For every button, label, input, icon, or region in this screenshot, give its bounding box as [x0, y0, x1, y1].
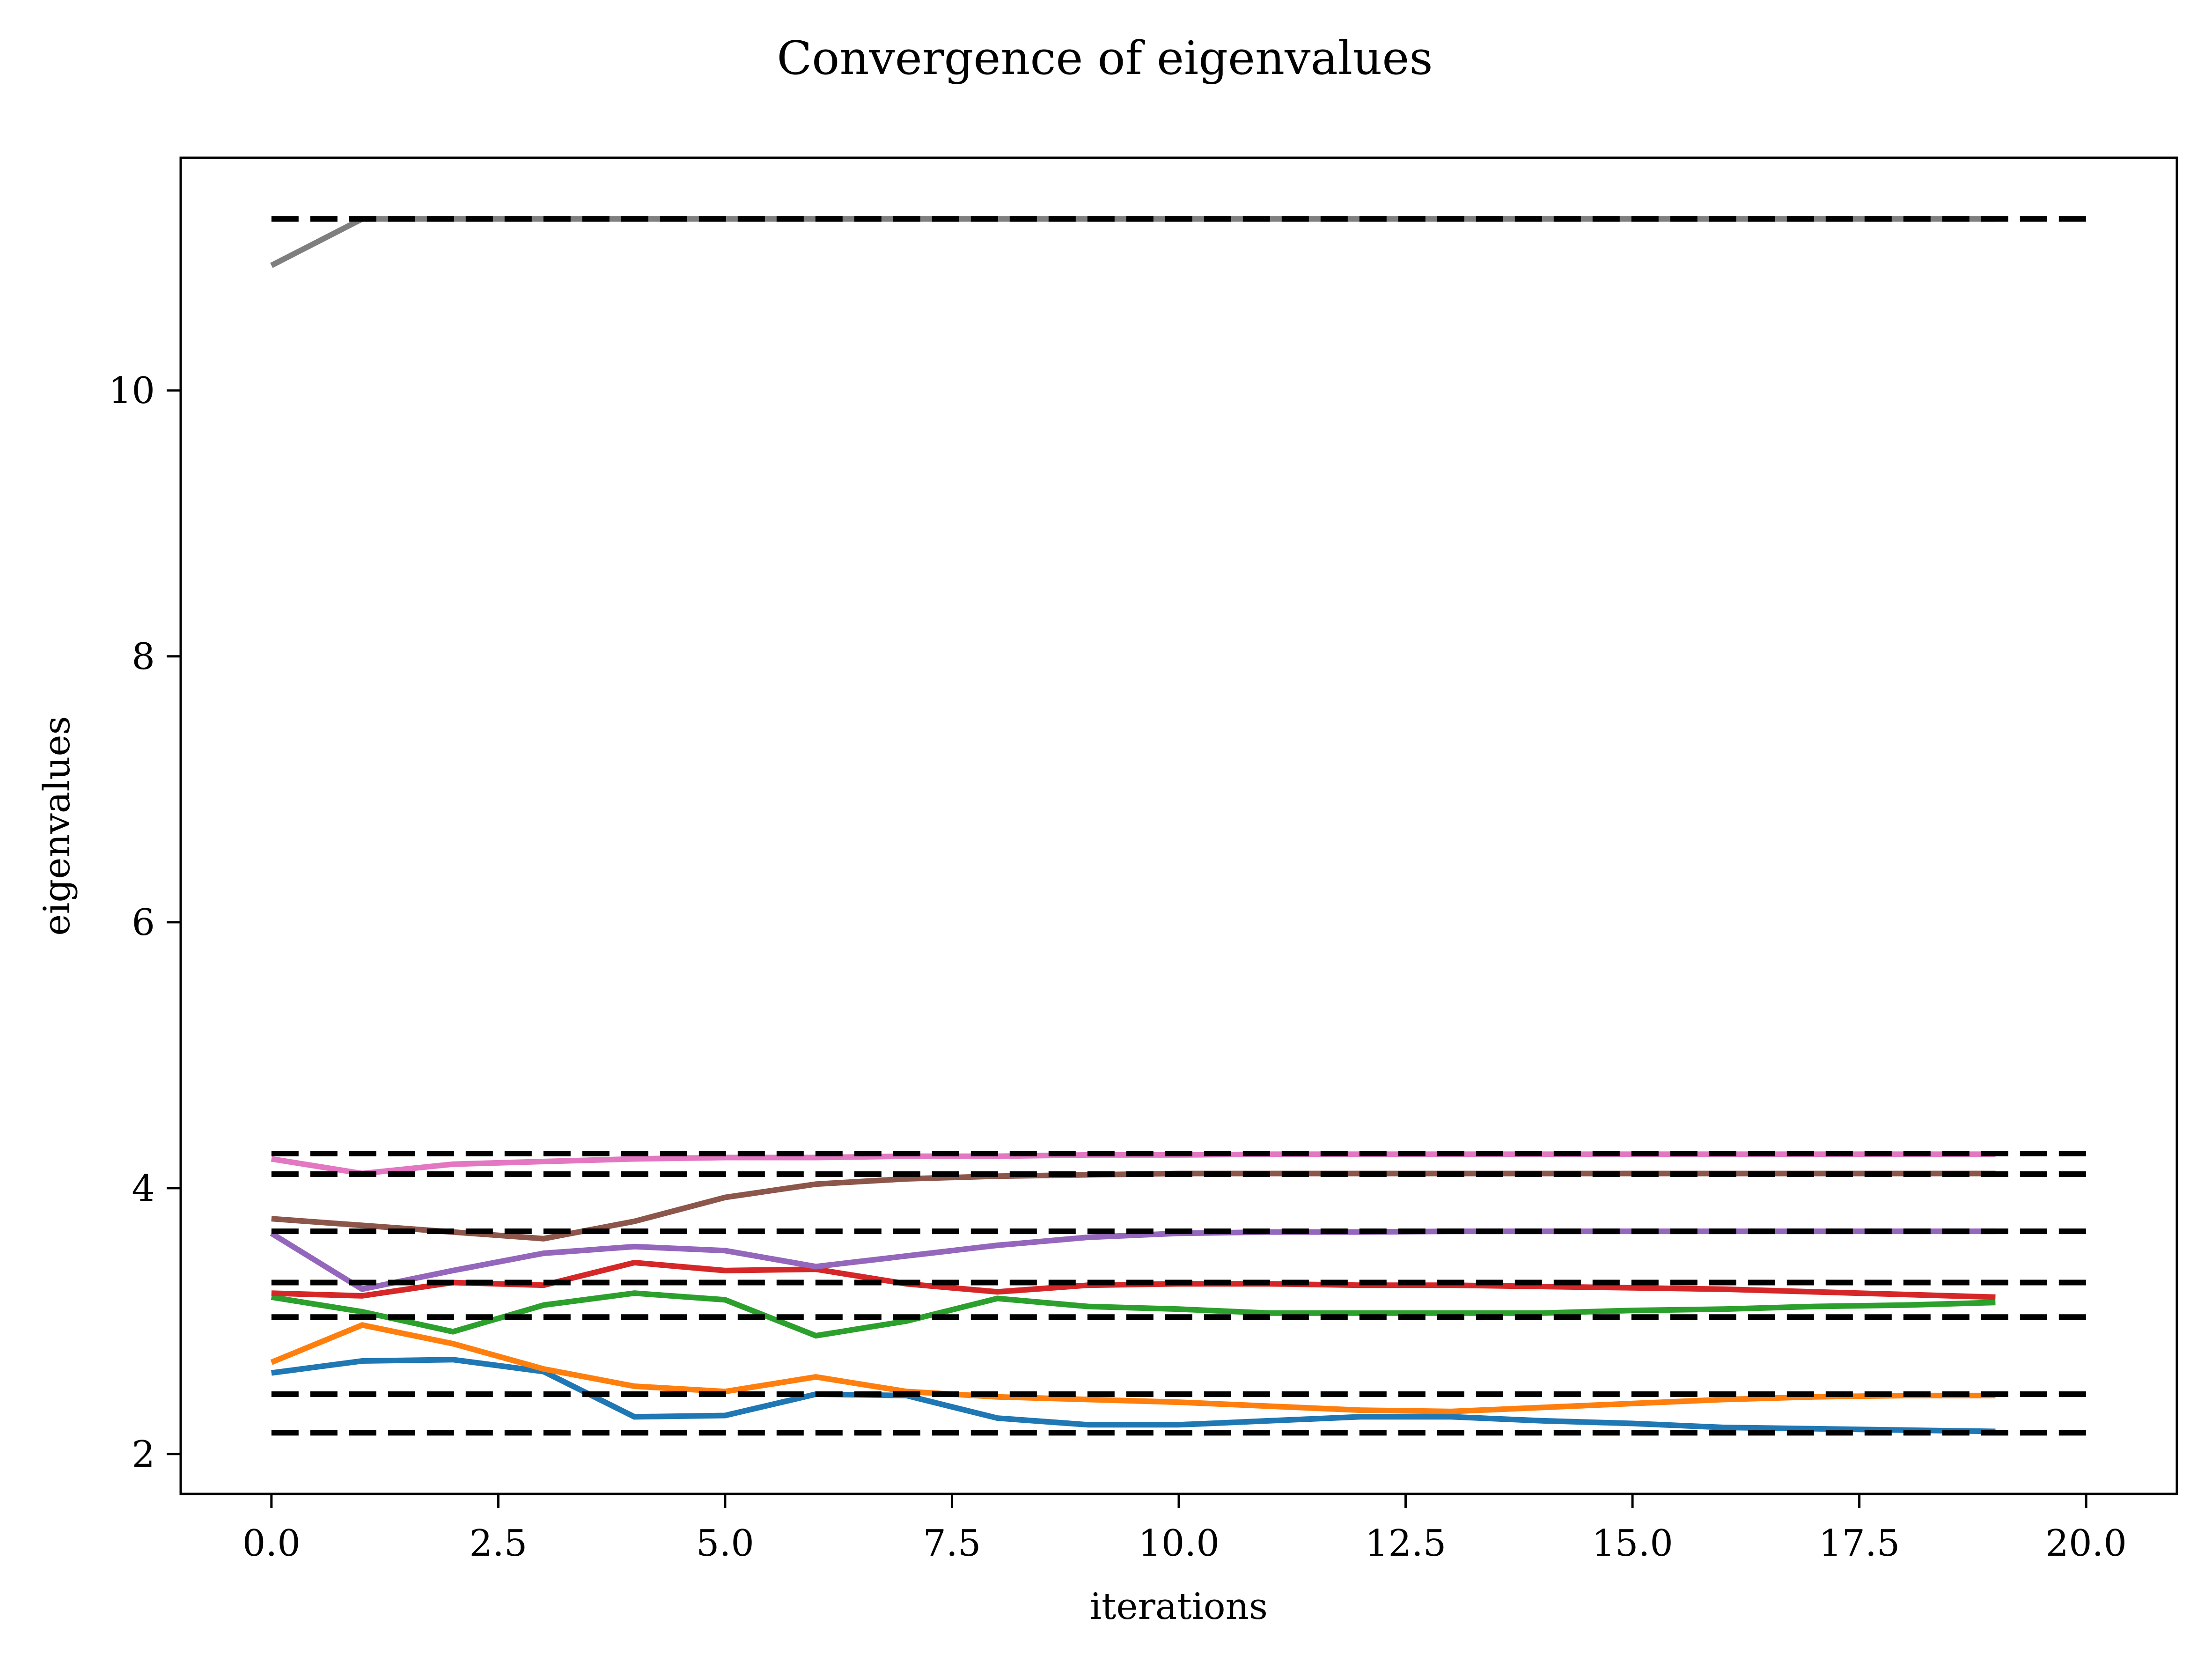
- y-tick-label: 6: [132, 902, 155, 944]
- x-tick-label: 15.0: [1592, 1522, 1673, 1565]
- y-tick-label: 2: [132, 1434, 155, 1476]
- series-line-5: [270, 1228, 1996, 1293]
- x-tick-label: 7.5: [923, 1522, 981, 1565]
- x-tick-label: 10.0: [1138, 1522, 1220, 1565]
- x-tick-label: 20.0: [2045, 1522, 2127, 1565]
- x-tick-label: 17.5: [1819, 1522, 1900, 1565]
- x-axis-label: iterations: [1090, 1586, 1268, 1628]
- y-tick-label: 10: [109, 370, 155, 412]
- x-tick-label: 0.0: [243, 1522, 301, 1565]
- y-tick-label: 4: [132, 1168, 155, 1210]
- plot-area: [270, 216, 2087, 1436]
- x-axis-ticks: 0.0 2.5 5.0 7.5 10.0 12.5 15.0 17.5 20.0: [243, 1494, 2127, 1565]
- x-tick-label: 2.5: [469, 1522, 527, 1565]
- x-tick-label: 5.0: [696, 1522, 754, 1565]
- series-line-1: [271, 1357, 1996, 1434]
- y-tick-label: 8: [132, 636, 155, 678]
- y-axis-ticks: 2 4 6 8 10: [109, 370, 181, 1476]
- series-line-3: [271, 1290, 1996, 1339]
- reference-lines-overlay: [271, 216, 2087, 1436]
- series-line-2: [270, 1322, 1996, 1414]
- chart-title: Convergence of eigenvalues: [777, 32, 1433, 85]
- x-tick-label: 12.5: [1365, 1522, 1447, 1565]
- y-axis-label: eigenvalues: [36, 716, 78, 935]
